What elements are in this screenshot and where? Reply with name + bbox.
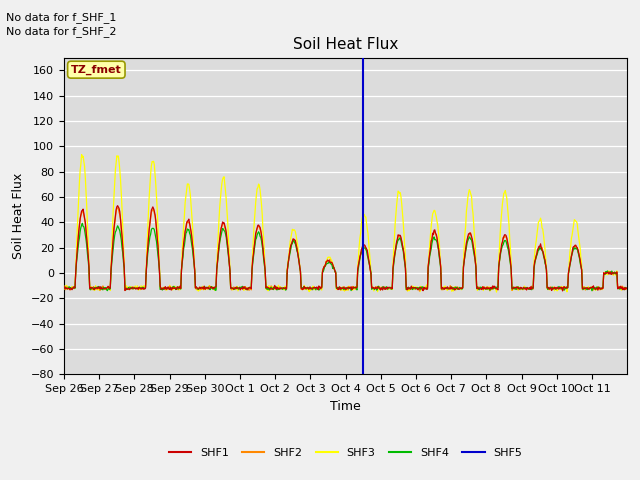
Legend: SHF1, SHF2, SHF3, SHF4, SHF5: SHF1, SHF2, SHF3, SHF4, SHF5 <box>164 444 527 462</box>
Title: Soil Heat Flux: Soil Heat Flux <box>293 37 398 52</box>
Text: No data for f_SHF_2: No data for f_SHF_2 <box>6 26 117 37</box>
Y-axis label: Soil Heat Flux: Soil Heat Flux <box>12 173 25 259</box>
X-axis label: Time: Time <box>330 400 361 413</box>
Text: No data for f_SHF_1: No data for f_SHF_1 <box>6 12 116 23</box>
Text: TZ_fmet: TZ_fmet <box>71 64 122 75</box>
